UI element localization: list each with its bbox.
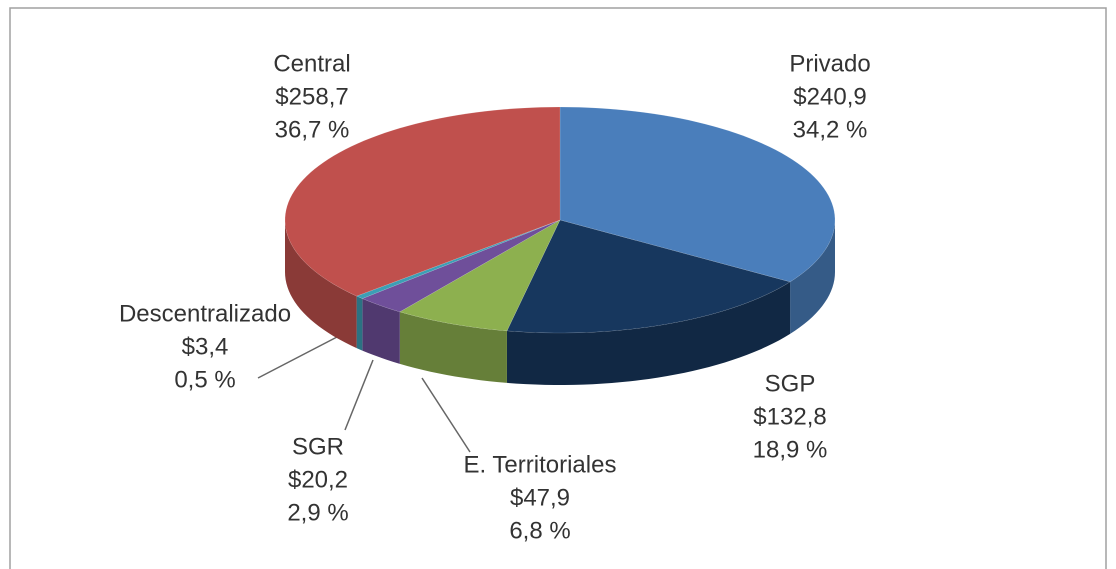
percentage-label: 18,9 %	[753, 436, 828, 463]
slice-label: SGR	[292, 433, 344, 460]
percentage-label: 34,2 %	[793, 116, 868, 143]
percentage-label: 2,9 %	[287, 499, 348, 526]
slice-side	[790, 220, 835, 334]
leader-lines	[257, 336, 471, 453]
leader-line	[344, 359, 374, 431]
slice-label: Descentralizado	[119, 300, 291, 327]
slice-label: Central	[273, 50, 350, 77]
percentage-label: 36,7 %	[275, 116, 350, 143]
leader-line	[257, 336, 338, 379]
percentage-label: 0,5 %	[174, 366, 235, 393]
value-label: $3,4	[182, 333, 229, 360]
frame	[9, 7, 1107, 569]
slice-side	[399, 311, 507, 383]
slice	[361, 219, 561, 313]
value-label: $240,9	[793, 83, 866, 110]
slice-side	[506, 281, 791, 385]
slice	[559, 106, 836, 283]
slice-label: Privado	[789, 50, 870, 77]
slice	[506, 219, 791, 334]
slice-label: E. Territoriales	[464, 451, 617, 478]
slice-side	[362, 298, 400, 364]
slice-label: SGP	[765, 370, 816, 397]
slice	[284, 106, 561, 297]
slice-side	[356, 296, 363, 351]
percentage-label: 6,8 %	[509, 517, 570, 544]
slice	[355, 219, 561, 299]
value-label: $47,9	[510, 484, 570, 511]
slice	[399, 219, 561, 332]
value-label: $20,2	[288, 466, 348, 493]
value-label: $258,7	[275, 83, 348, 110]
pie-walls	[285, 220, 835, 385]
pie-tops	[284, 106, 836, 334]
value-label: $132,8	[753, 403, 826, 430]
leader-line	[421, 377, 471, 453]
slice-side	[285, 220, 357, 349]
